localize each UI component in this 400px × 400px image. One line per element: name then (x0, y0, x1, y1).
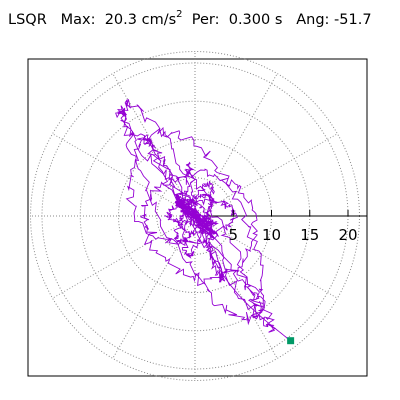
max-value: 20.3 (104, 12, 137, 28)
period-value: 0.300 s (228, 12, 283, 28)
radial-ticks: 5 10 15 20 (228, 210, 358, 244)
plot-frame (27, 58, 368, 377)
angle-value: -51.7 (334, 12, 372, 28)
component-label: LSQR (8, 12, 47, 28)
grid-spoke (194, 73, 278, 217)
radial-tick-label: 10 (262, 226, 281, 244)
chart-header: LSQR Max: 20.3 cm/s2 Per: 0.300 s Ang: -… (8, 9, 372, 28)
radial-tick-label: 15 (300, 226, 319, 244)
radial-tick-label: 5 (228, 226, 238, 244)
radial-tick-label: 20 (338, 226, 357, 244)
orbit-trace (115, 98, 295, 345)
max-unit: cm/s (141, 12, 177, 28)
grid-spoke (52, 133, 196, 217)
max-unit-exponent: 2 (176, 9, 183, 20)
period-label: Per: (191, 12, 220, 28)
endpoint-marker (287, 337, 295, 345)
grid-spoke (194, 133, 338, 217)
grid-spoke (52, 215, 196, 299)
angle-label: Ang: (296, 12, 330, 28)
grid-spoke (194, 215, 278, 359)
max-label: Max: (60, 12, 96, 28)
orbit-path (115, 98, 291, 342)
